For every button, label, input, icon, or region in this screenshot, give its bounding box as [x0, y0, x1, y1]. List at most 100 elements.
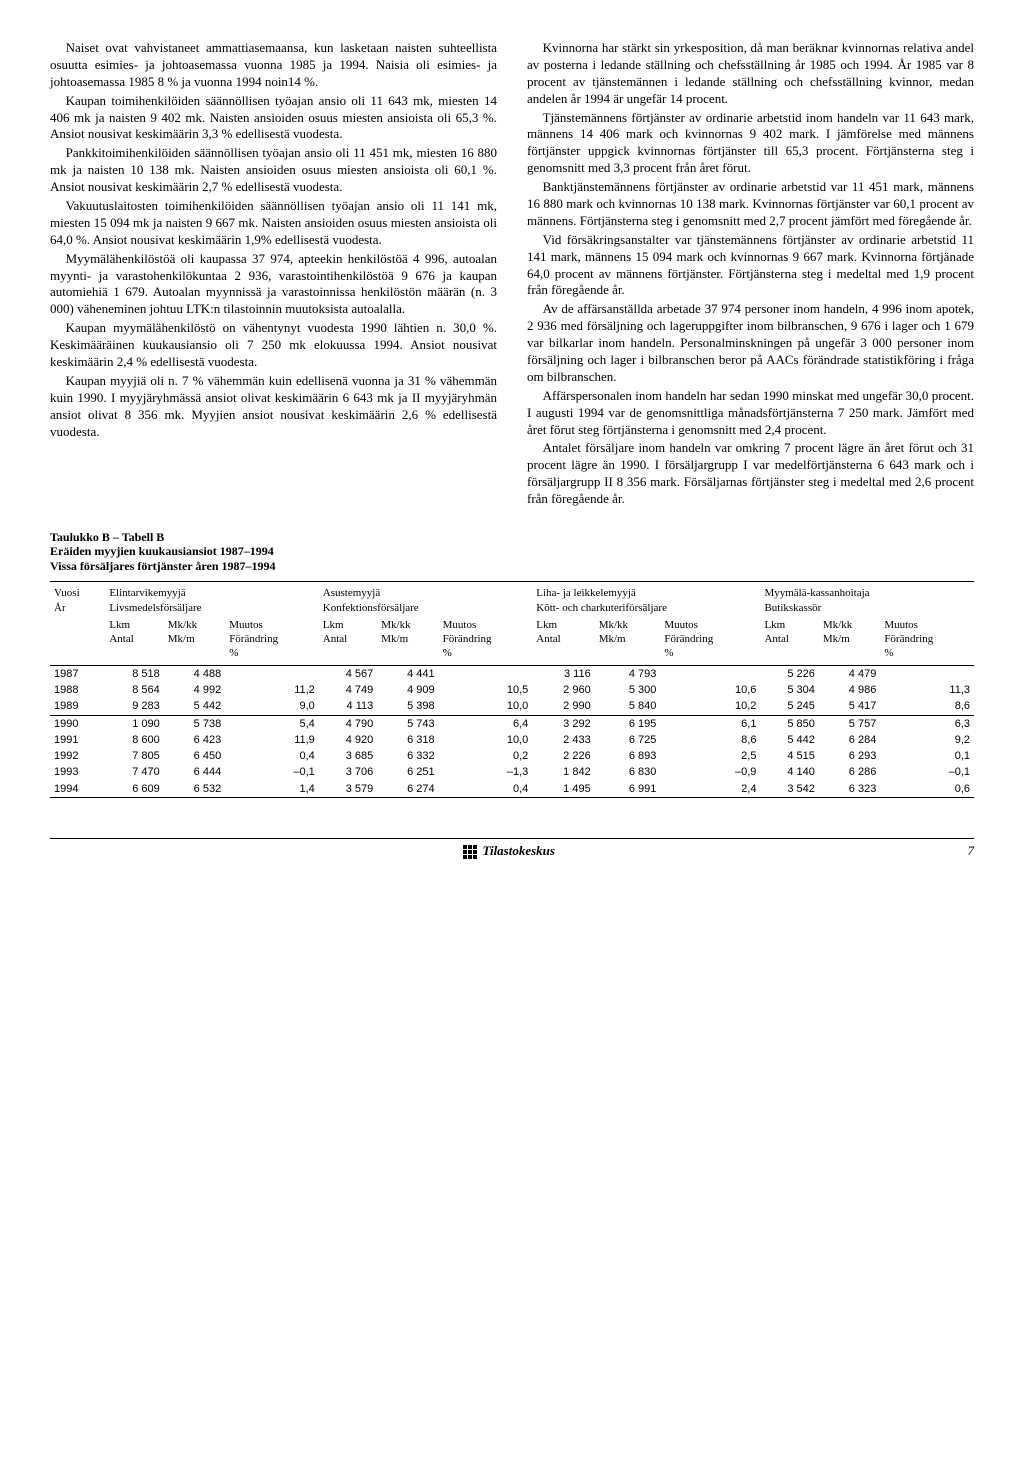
paragraph: Kaupan myyjiä oli n. 7 % vähemmän kuin e…: [50, 373, 497, 441]
cell: 5 300: [595, 682, 661, 698]
table-row: 19927 8056 4500,43 6856 3320,22 2266 893…: [50, 748, 974, 764]
cell: 4 488: [164, 665, 225, 682]
table-row: 19937 4706 444–0,13 7066 251–1,31 8426 8…: [50, 764, 974, 780]
cell-year: 1994: [50, 781, 105, 798]
paragraph: Naiset ovat vahvistaneet ammattiasemaans…: [50, 40, 497, 91]
col-year: VuosiÅr: [50, 582, 105, 665]
cell: [880, 665, 974, 682]
cell: 6 318: [377, 732, 438, 748]
cell: 6,4: [439, 715, 533, 732]
cell: 3 579: [319, 781, 377, 798]
page-footer: Tilastokeskus 7: [50, 838, 974, 860]
cell: 4 140: [760, 764, 818, 780]
sub-col: LkmAntal: [319, 617, 377, 665]
cell: 6 195: [595, 715, 661, 732]
cell: 4 793: [595, 665, 661, 682]
cell: 4 986: [819, 682, 880, 698]
cell: 6 293: [819, 748, 880, 764]
sub-col: MuutosFörändring%: [880, 617, 974, 665]
cell: 2,4: [660, 781, 760, 798]
sub-col: MuutosFörändring%: [660, 617, 760, 665]
cell: 0,2: [439, 748, 533, 764]
cell: 8 564: [105, 682, 163, 698]
cell: 5 442: [760, 732, 818, 748]
cell: 3 292: [532, 715, 594, 732]
sub-col: LkmAntal: [760, 617, 818, 665]
cell: 3 116: [532, 665, 594, 682]
cell: 5 398: [377, 698, 438, 715]
cell: 2,5: [660, 748, 760, 764]
cell-year: 1991: [50, 732, 105, 748]
cell: 5,4: [225, 715, 319, 732]
cell: 5 840: [595, 698, 661, 715]
paragraph: Antalet försäljare inom handeln var omkr…: [527, 440, 974, 508]
logo-icon: [463, 845, 477, 859]
cell: 11,2: [225, 682, 319, 698]
cell: 1 495: [532, 781, 594, 798]
cell: 3 542: [760, 781, 818, 798]
cell: 11,9: [225, 732, 319, 748]
cell: 4 515: [760, 748, 818, 764]
cell: 1,4: [225, 781, 319, 798]
cell: 6 251: [377, 764, 438, 780]
cell: 4 441: [377, 665, 438, 682]
cell: 9 283: [105, 698, 163, 715]
cell: 5 757: [819, 715, 880, 732]
brand-text: Tilastokeskus: [483, 843, 555, 860]
cell: 6 893: [595, 748, 661, 764]
cell: 7 470: [105, 764, 163, 780]
cell: 6 323: [819, 781, 880, 798]
cell: 3 706: [319, 764, 377, 780]
paragraph: Banktjänstemännens förtjänster av ordina…: [527, 179, 974, 230]
sub-col: Mk/kkMk/m: [595, 617, 661, 665]
cell: 4 479: [819, 665, 880, 682]
cell: 10,2: [660, 698, 760, 715]
cell: 6 450: [164, 748, 225, 764]
cell: 9,0: [225, 698, 319, 715]
cell: 8 518: [105, 665, 163, 682]
cell: 6 609: [105, 781, 163, 798]
col-group: Liha- ja leikkelemyyjäKött- och charkute…: [532, 582, 760, 617]
sub-col: Mk/kkMk/m: [164, 617, 225, 665]
paragraph: Kvinnorna har stärkt sin yrkesposition, …: [527, 40, 974, 108]
paragraph: Affärspersonalen inom handeln har sedan …: [527, 388, 974, 439]
cell: 1 090: [105, 715, 163, 732]
page-number: 7: [967, 843, 974, 860]
footer-brand: Tilastokeskus: [463, 843, 555, 860]
table-row: 19918 6006 42311,94 9206 31810,02 4336 7…: [50, 732, 974, 748]
cell: 3 685: [319, 748, 377, 764]
cell: 4 790: [319, 715, 377, 732]
cell-year: 1990: [50, 715, 105, 732]
cell: 6 423: [164, 732, 225, 748]
sub-col: Mk/kkMk/m: [377, 617, 438, 665]
cell: –0,1: [225, 764, 319, 780]
cell: 2 226: [532, 748, 594, 764]
cell: 2 960: [532, 682, 594, 698]
cell: 0,6: [880, 781, 974, 798]
cell: 8 600: [105, 732, 163, 748]
cell: 6 286: [819, 764, 880, 780]
cell: 5 738: [164, 715, 225, 732]
paragraph: Myymälähenkilöstöä oli kaupassa 37 974, …: [50, 251, 497, 319]
cell: 4 113: [319, 698, 377, 715]
cell: 4 920: [319, 732, 377, 748]
cell: 10,0: [439, 732, 533, 748]
cell: 4 567: [319, 665, 377, 682]
table-section: Taulukko B – Tabell BEräiden myyjien kuu…: [50, 530, 974, 798]
sub-col: LkmAntal: [105, 617, 163, 665]
cell-year: 1988: [50, 682, 105, 698]
cell: 5 417: [819, 698, 880, 715]
cell: –1,3: [439, 764, 533, 780]
cell: 10,6: [660, 682, 760, 698]
cell: 7 805: [105, 748, 163, 764]
col-group: Myymälä-kassanhoitajaButikskassör: [760, 582, 974, 617]
table-title-line: Taulukko B – Tabell B: [50, 530, 974, 544]
table-title-line: Vissa försäljares förtjänster åren 1987–…: [50, 559, 974, 573]
cell: 2 990: [532, 698, 594, 715]
table-row: 19888 5644 99211,24 7494 90910,52 9605 3…: [50, 682, 974, 698]
cell: [439, 665, 533, 682]
sub-col: MuutosFörändring%: [439, 617, 533, 665]
cell: 8,6: [880, 698, 974, 715]
cell: –0,1: [880, 764, 974, 780]
table-row: 19901 0905 7385,44 7905 7436,43 2926 195…: [50, 715, 974, 732]
